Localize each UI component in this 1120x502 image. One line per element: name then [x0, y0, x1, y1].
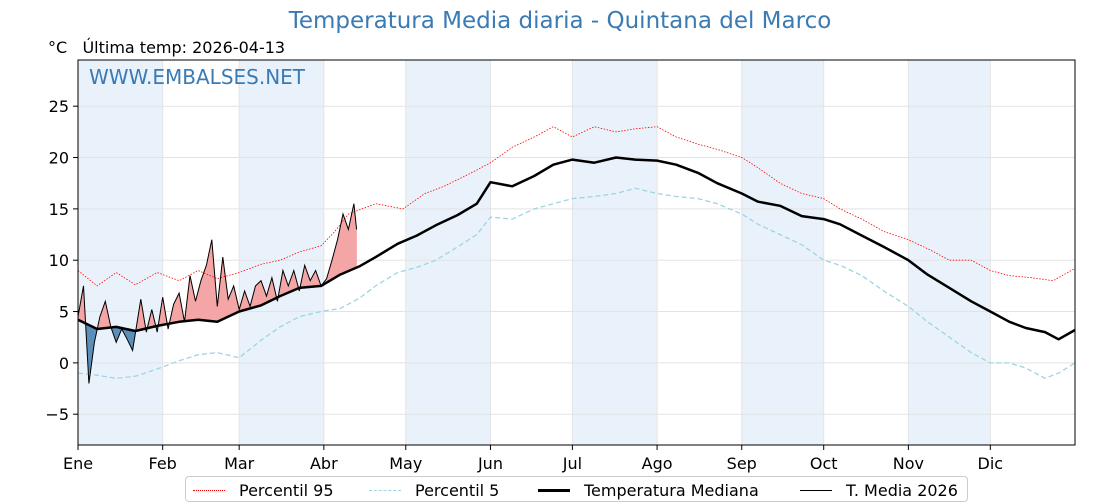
y-tick-label: −5	[45, 405, 69, 424]
legend-swatch-2026	[800, 489, 832, 491]
x-tick-label: Ago	[642, 454, 673, 473]
x-tick-label: Sep	[727, 454, 757, 473]
unit-label: °C	[48, 38, 68, 57]
series-line-p95	[77, 126, 1076, 287]
month-band	[78, 60, 163, 445]
legend-item-p5: Percentil 5	[369, 480, 499, 500]
series-line-median	[77, 156, 1076, 341]
legend-item-2026: T. Media 2026	[800, 480, 958, 500]
x-tick-label: Mar	[224, 454, 255, 473]
x-tick-label: Jun	[477, 454, 503, 473]
x-tick-label: Abr	[310, 454, 338, 473]
x-tick-label: May	[389, 454, 422, 473]
x-tick-label: Feb	[149, 454, 177, 473]
axes: Ene Feb Mar Abr May Jun Jul Ago Sep Oct Nov Dic −5 0 5…	[45, 97, 1003, 473]
y-tick-label: 15	[49, 200, 69, 219]
last-temp-label: Última temp: 2026-04-13	[82, 38, 286, 57]
x-tick-label: Nov	[893, 454, 924, 473]
legend-label-2026: T. Media 2026	[846, 480, 958, 500]
anomaly-fill	[355, 222, 357, 269]
y-tick-label: 25	[49, 97, 69, 116]
plot-frame	[77, 59, 1076, 446]
y-tick-label: 5	[59, 303, 69, 322]
x-tick-label: Oct	[810, 454, 838, 473]
legend-swatch-p95	[193, 489, 225, 491]
x-tick-label: Jul	[562, 454, 582, 473]
legend-item-median: Temperatura Mediana	[538, 480, 759, 500]
legend-label-p5: Percentil 5	[415, 480, 500, 500]
month-band	[741, 60, 824, 445]
legend-label-median: Temperatura Mediana	[584, 480, 759, 500]
y-tick-label: 20	[49, 149, 69, 168]
chart-title: Temperatura Media diaria - Quintana del …	[288, 8, 832, 34]
x-tick-label: Dic	[978, 454, 1004, 473]
legend-swatch-median	[538, 488, 570, 492]
watermark: WWW.EMBALSES.NET	[89, 65, 306, 89]
x-tick-label: Ene	[63, 454, 93, 473]
y-tick-label: 0	[59, 354, 69, 373]
month-band	[572, 60, 658, 445]
legend-swatch-p5	[369, 489, 401, 491]
series-lines	[77, 126, 1076, 384]
month-band	[239, 60, 324, 445]
legend-item-p95: Percentil 95	[193, 480, 334, 500]
gridlines	[77, 60, 1075, 445]
series-line-p5	[77, 187, 1076, 380]
month-bands	[78, 60, 991, 445]
month-band	[908, 60, 991, 445]
legend: Percentil 95 Percentil 5 Temperatura Med…	[185, 476, 968, 502]
y-tick-label: 10	[49, 251, 69, 270]
chart-subtitle: °C Última temp: 2026-04-13	[48, 38, 285, 57]
series-line-2026	[77, 203, 358, 384]
legend-label-p95: Percentil 95	[239, 480, 334, 500]
